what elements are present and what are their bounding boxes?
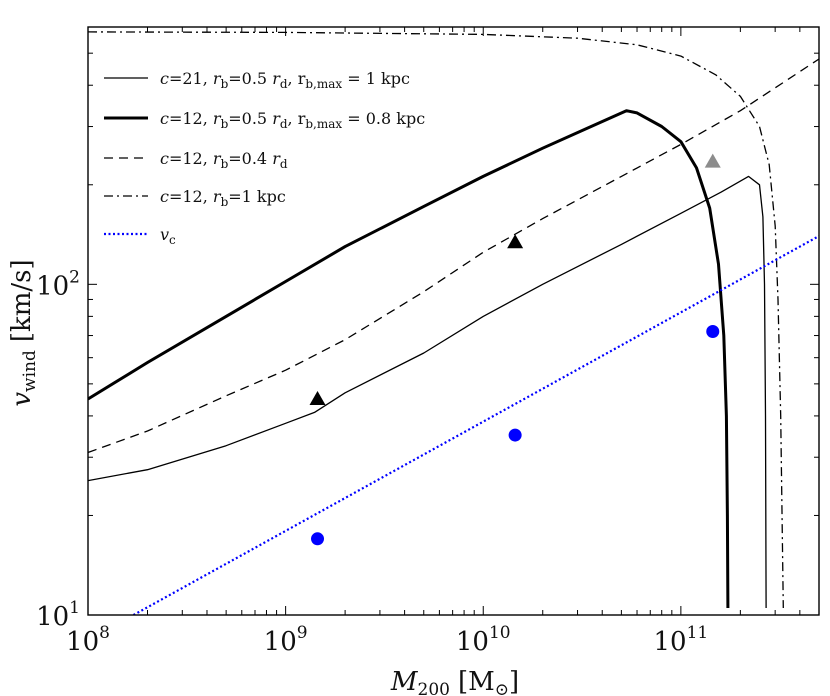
legend-label-part: v [160, 225, 169, 244]
legend-label-part: r [272, 109, 281, 128]
x-axis-label-sub: 200 [418, 680, 450, 696]
legend-label-part: b,max [305, 77, 342, 91]
legend-label-part: c [160, 187, 169, 206]
legend-label-1: c=12, rb=0.5 rd, rb,max = 0.8 kpc [160, 109, 425, 131]
legend-label-part: r [213, 187, 222, 206]
x-tick-label: 108 [66, 623, 110, 657]
x-tick-label: 1011 [654, 623, 709, 657]
y-tick-base: 10 [36, 602, 69, 632]
x-axis-label-main: M [390, 667, 419, 696]
y-axis-label-main: v [7, 392, 37, 407]
plot-frame [87, 26, 820, 616]
legend-label-part: r [213, 109, 222, 128]
legend-label-part: =12, [169, 187, 213, 206]
x-tick-label: 109 [264, 623, 308, 657]
y-tick-label: 102 [36, 267, 80, 301]
legend-label-part: = 1 kpc [342, 69, 410, 88]
legend-label-part: c [169, 233, 176, 247]
x-tick-exp: 9 [297, 623, 308, 643]
legend-label-part: =12, [169, 149, 213, 168]
series-line-0 [88, 175, 767, 609]
axis-labels: M200 [M⊙] vwind [km/s] [7, 259, 519, 696]
x-tick-exp: 10 [489, 623, 511, 643]
legend-label-part: b [221, 117, 229, 131]
y-tick-label: 101 [36, 598, 80, 632]
y-axis-label-sub: wind [20, 350, 40, 392]
legend-label-part: = 0.8 kpc [342, 109, 425, 128]
x-tick-label: 1010 [456, 623, 511, 657]
x-axis-label-unit: [M [458, 667, 495, 696]
legend-label-part: b [221, 195, 229, 209]
legend-label-part: r [213, 149, 222, 168]
marker-triangle-2 [704, 153, 721, 168]
legend-label-part: =12, [169, 109, 213, 128]
legend-label-part: r [213, 69, 222, 88]
series-line-1 [88, 109, 730, 609]
marker-triangle-0 [309, 390, 326, 405]
y-tick-exp: 1 [69, 598, 80, 618]
legend-label-part: r [272, 69, 281, 88]
legend-label-part: =0.4 [228, 149, 272, 168]
x-tick-base: 10 [66, 627, 99, 657]
legend-label-part: =0.5 [228, 109, 272, 128]
legend-label-part: d [280, 77, 288, 91]
marker-circle-3 [311, 532, 325, 546]
legend-label-2: c=12, rb=0.4 rd [160, 149, 288, 171]
legend-label-part: c [160, 149, 169, 168]
legend-label-0: c=21, rb=0.5 rd, rb,max = 1 kpc [160, 69, 410, 91]
marker-layer [309, 153, 721, 546]
legend-label-part: =21, [169, 69, 213, 88]
legend-label-3: c=12, rb=1 kpc [160, 187, 286, 209]
legend-label-part: =0.5 [228, 69, 272, 88]
legend-label-part: r [272, 149, 281, 168]
legend-label-part: b [221, 77, 229, 91]
y-axis-label: vwind [km/s] [7, 259, 40, 406]
y-axis-label-unit: [km/s] [7, 259, 37, 342]
x-axis-label-unit-close: ] [509, 667, 519, 696]
legend-label-part: b [221, 157, 229, 171]
y-tick-base: 10 [36, 271, 69, 301]
x-axis-label: M200 [M⊙] [390, 667, 519, 696]
legend-label-4: vc [160, 225, 176, 247]
series-line-2 [88, 58, 819, 454]
marker-circle-4 [508, 428, 522, 442]
marker-circle-5 [706, 324, 720, 338]
x-tick-exp: 8 [99, 623, 110, 643]
series-layer [88, 31, 819, 615]
legend-label-part: c [160, 109, 169, 128]
legend-label-part: =1 kpc [228, 187, 286, 206]
x-tick-base: 10 [456, 627, 489, 657]
x-tick-base: 10 [264, 627, 297, 657]
marker-triangle-1 [507, 234, 524, 249]
series-line-3 [88, 31, 784, 609]
x-axis-label-unit-sub: ⊙ [495, 680, 509, 696]
legend-label-part: c [160, 69, 169, 88]
legend-label-part: d [280, 157, 288, 171]
x-tick-exp: 11 [687, 623, 709, 643]
legend-label-part: , r [288, 109, 306, 128]
y-tick-exp: 2 [69, 267, 80, 287]
legend-label-part: d [280, 117, 288, 131]
x-tick-base: 10 [654, 627, 687, 657]
legend-label-part: b,max [305, 117, 342, 131]
axis-ticks [87, 26, 820, 616]
legend-label-part: , r [288, 69, 306, 88]
series-line-4 [132, 235, 819, 615]
